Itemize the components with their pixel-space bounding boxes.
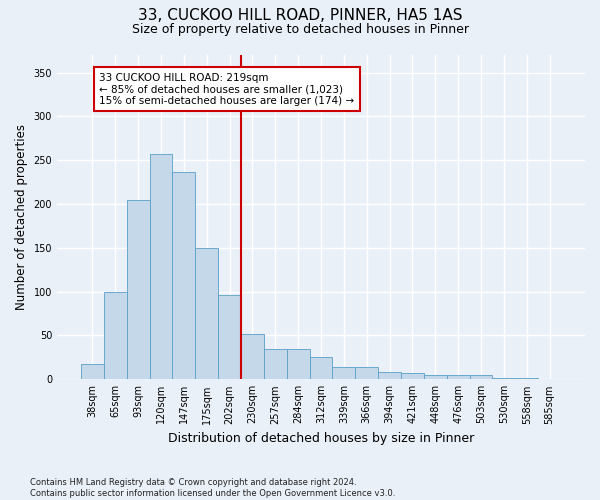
Y-axis label: Number of detached properties: Number of detached properties <box>15 124 28 310</box>
Bar <box>447 375 470 380</box>
Bar <box>264 348 287 380</box>
Text: Size of property relative to detached houses in Pinner: Size of property relative to detached ho… <box>131 22 469 36</box>
Bar <box>149 154 172 380</box>
Bar <box>218 295 241 380</box>
Bar <box>287 348 310 380</box>
Bar <box>424 375 447 380</box>
Bar <box>355 367 378 380</box>
Bar <box>196 248 218 380</box>
X-axis label: Distribution of detached houses by size in Pinner: Distribution of detached houses by size … <box>168 432 474 445</box>
Bar <box>310 358 332 380</box>
Text: 33, CUCKOO HILL ROAD, PINNER, HA5 1AS: 33, CUCKOO HILL ROAD, PINNER, HA5 1AS <box>138 8 462 22</box>
Bar <box>401 373 424 380</box>
Bar <box>172 172 196 380</box>
Bar <box>127 200 149 380</box>
Bar <box>515 378 538 380</box>
Bar <box>332 367 355 380</box>
Bar <box>470 375 493 380</box>
Text: 33 CUCKOO HILL ROAD: 219sqm
← 85% of detached houses are smaller (1,023)
15% of : 33 CUCKOO HILL ROAD: 219sqm ← 85% of det… <box>100 72 355 106</box>
Bar <box>241 334 264 380</box>
Bar <box>378 372 401 380</box>
Text: Contains HM Land Registry data © Crown copyright and database right 2024.
Contai: Contains HM Land Registry data © Crown c… <box>30 478 395 498</box>
Bar <box>104 292 127 380</box>
Bar <box>81 364 104 380</box>
Bar <box>493 378 515 380</box>
